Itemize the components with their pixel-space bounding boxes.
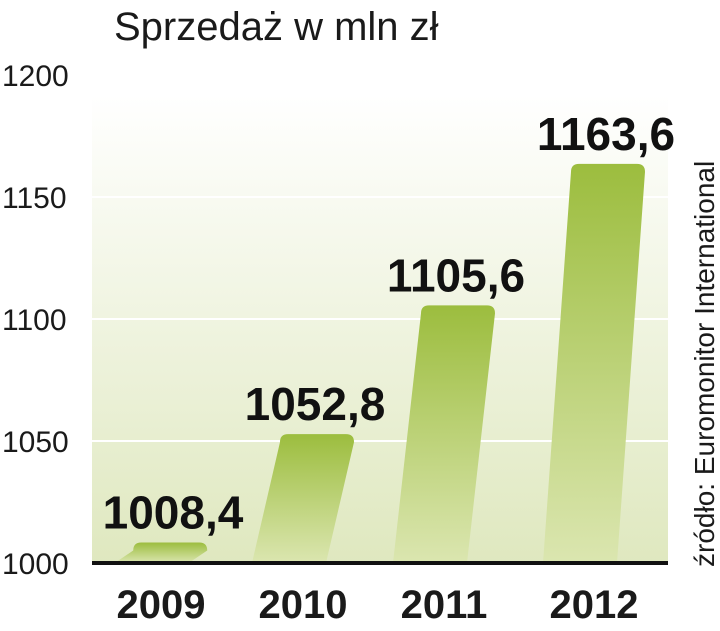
value-label: 1163,6 [537,108,675,160]
value-label: 1052,8 [245,378,386,430]
y-tick-label: 1200 [2,60,69,93]
x-tick-label: 2012 [550,583,639,627]
y-tick-label: 1050 [2,426,69,459]
x-tick-label: 2010 [259,583,348,627]
x-tick-label: 2009 [117,583,206,627]
y-tick-labels: 1000 1050 1100 1150 1200 [2,60,69,581]
chart-title: Sprzedaż w mln zł [114,5,439,49]
x-tick-labels: 2009 2010 2011 2012 [117,583,639,627]
source-note: źródło: Euromonitor International [689,161,720,567]
bar-2010 [252,434,354,563]
y-tick-label: 1150 [2,182,67,215]
value-label: 1105,6 [387,249,525,301]
y-tick-label: 1100 [2,304,67,337]
bar-2011 [393,305,495,563]
x-tick-label: 2011 [401,583,488,627]
bar-2012 [543,163,645,564]
y-tick-label: 1000 [2,548,69,581]
value-labels: 1008,4 1052,8 1105,6 1163,6 [103,108,675,539]
value-label: 1008,4 [103,487,244,539]
bars [114,163,645,564]
bar-2009 [114,542,208,563]
